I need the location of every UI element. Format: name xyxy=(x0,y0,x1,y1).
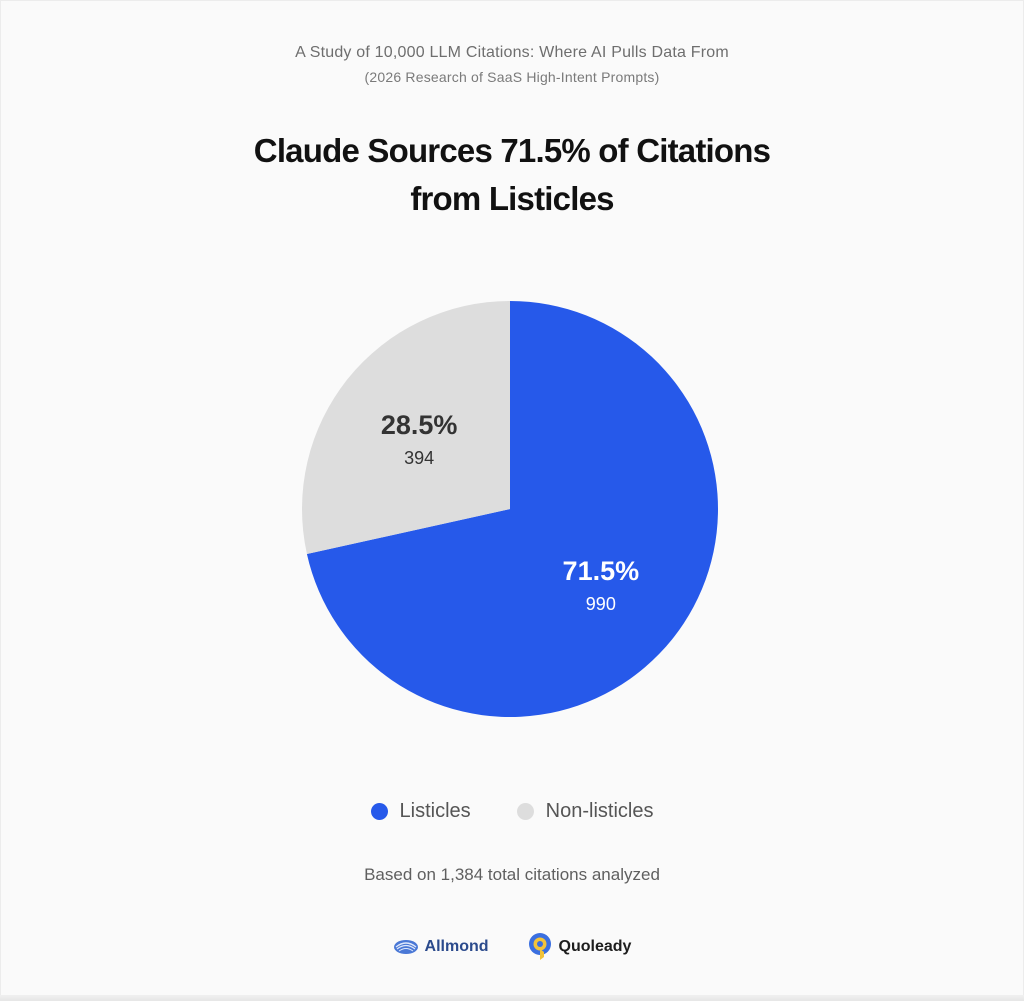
pie-slice-non-listicles xyxy=(301,301,510,554)
legend-label-non-listicles: Non-listicles xyxy=(545,800,654,822)
legend-swatch-non-listicles xyxy=(516,803,534,820)
pie-percent-label-non-listicles: 28.5% xyxy=(381,410,458,440)
allmond-logo-text: Allmond xyxy=(424,938,489,955)
quoleady-q-icon xyxy=(528,933,551,960)
footnote: Based on 1,384 total citations analyzed xyxy=(364,865,660,884)
legend: Listicles Non-listicles xyxy=(0,800,1024,823)
legend-label-listicles: Listicles xyxy=(399,800,471,822)
pie-percent-label-listicles: 71.5% xyxy=(563,556,640,586)
pie-count-label-listicles: 990 xyxy=(586,594,616,614)
quoleady-logo: Quoleady xyxy=(527,932,632,962)
logo-row: Allmond Quoleady xyxy=(0,932,1024,962)
pie-slice-listicles xyxy=(306,301,718,717)
legend-item-non-listicles: Non-listicles xyxy=(516,800,654,823)
chart-title-line-1: Claude Sources 71.5% of Citations xyxy=(253,132,771,169)
chart-title-line-2: from Listicles xyxy=(410,180,614,217)
legend-item-listicles: Listicles xyxy=(370,800,471,823)
study-title: A Study of 10,000 LLM Citations: Where A… xyxy=(295,44,729,61)
pie-count-label-non-listicles: 394 xyxy=(404,448,434,468)
quoleady-logo-text: Quoleady xyxy=(558,938,632,955)
allmond-logo: Allmond xyxy=(393,938,489,956)
legend-swatch-listicles xyxy=(370,803,388,820)
study-subtitle: (2026 Research of SaaS High-Intent Promp… xyxy=(364,69,660,85)
allmond-shell-icon xyxy=(393,940,418,954)
bottom-edge xyxy=(0,995,1024,1001)
